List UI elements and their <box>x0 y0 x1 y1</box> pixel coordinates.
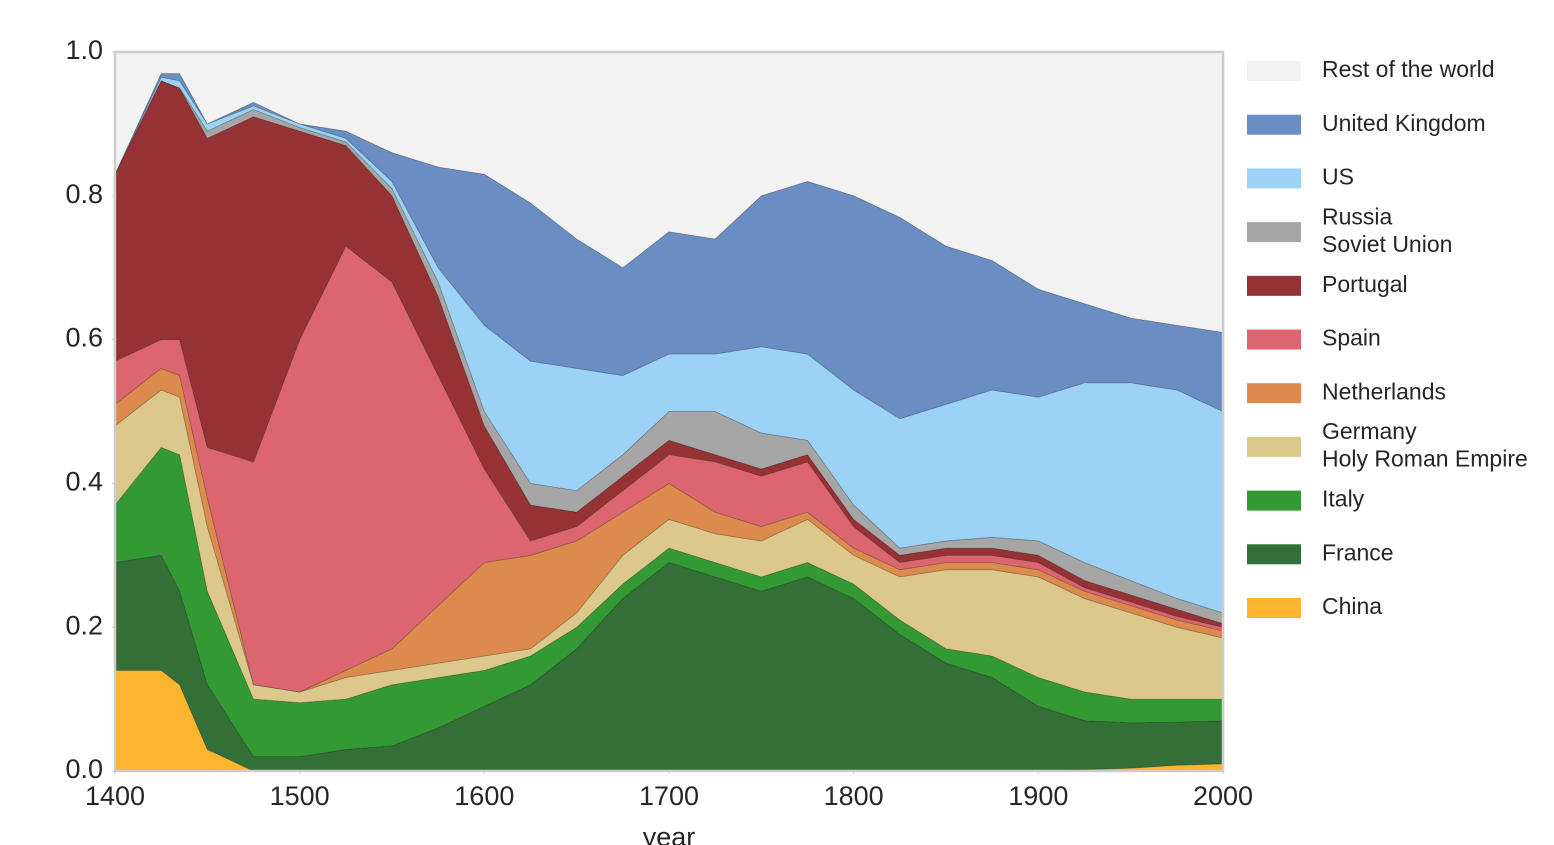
legend-swatch <box>1247 275 1301 296</box>
legend-label: US <box>1322 163 1354 189</box>
legend-swatch <box>1247 61 1301 81</box>
legend-swatch <box>1247 383 1301 404</box>
y-tick-label: 0.4 <box>65 467 103 497</box>
x-tick-label: 1800 <box>824 781 884 811</box>
legend-swatch <box>1247 490 1301 511</box>
y-tick-label: 1.0 <box>65 35 103 65</box>
legend-label: China <box>1322 593 1382 619</box>
legend-label: Netherlands <box>1322 378 1446 404</box>
legend-label: Portugal <box>1322 271 1408 297</box>
x-tick-label: 1500 <box>270 781 330 811</box>
legend-swatch <box>1247 436 1301 457</box>
legend-swatch <box>1247 168 1301 189</box>
legend-label: France <box>1322 539 1394 565</box>
legend-label: Germany Holy Roman Empire <box>1322 418 1528 472</box>
legend-swatch <box>1247 222 1301 243</box>
x-axis-label: year <box>643 822 696 845</box>
legend-label: United Kingdom <box>1322 110 1486 136</box>
y-tick-label: 0.8 <box>65 179 103 209</box>
legend-swatch <box>1247 114 1301 135</box>
x-tick-label: 1700 <box>639 781 699 811</box>
legend-label: Rest of the world <box>1322 56 1495 82</box>
legend-label: Spain <box>1322 325 1381 351</box>
x-tick-label: 1400 <box>85 781 145 811</box>
y-tick-label: 0.0 <box>65 754 103 784</box>
x-tick-label: 1900 <box>1008 781 1068 811</box>
legend-label: Italy <box>1322 486 1365 512</box>
x-tick-label: 2000 <box>1193 781 1253 811</box>
legend-swatch <box>1247 544 1301 565</box>
y-tick-label: 0.2 <box>65 610 103 640</box>
legend-swatch <box>1247 329 1301 350</box>
legend-label: Russia Soviet Union <box>1322 203 1452 257</box>
legend-swatch <box>1247 598 1301 618</box>
x-tick-label: 1600 <box>454 781 514 811</box>
y-tick-label: 0.6 <box>65 323 103 353</box>
